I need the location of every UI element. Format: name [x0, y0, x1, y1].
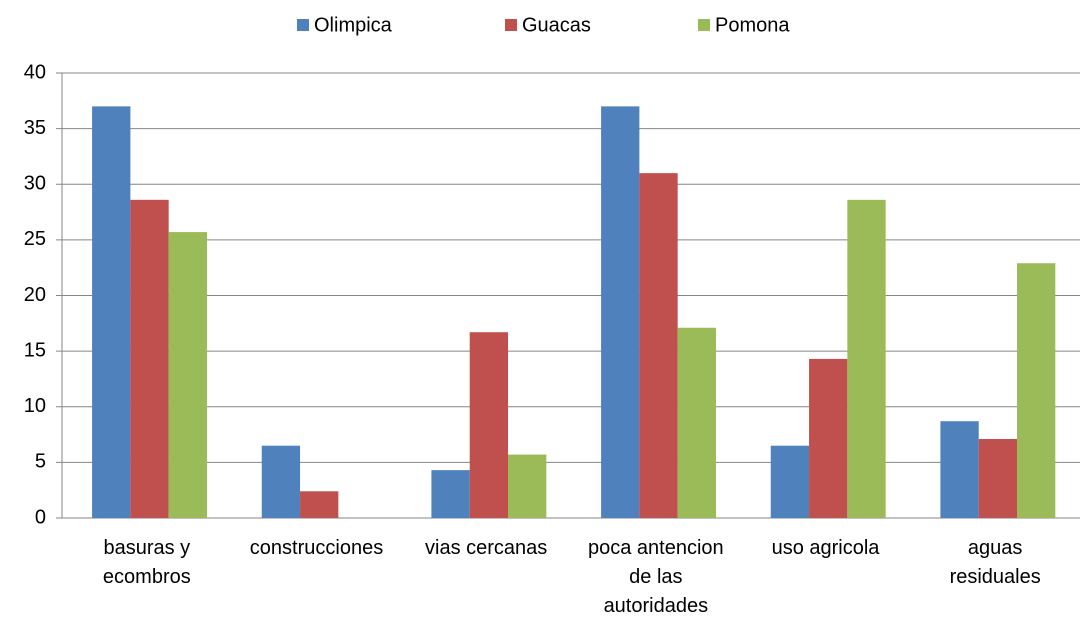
bar	[1017, 263, 1056, 518]
bar	[261, 445, 301, 518]
y-tick-label: 30	[24, 173, 46, 195]
bar	[770, 445, 810, 518]
bar	[601, 106, 640, 518]
bar	[469, 332, 509, 518]
bar	[978, 439, 1018, 518]
bar	[639, 173, 678, 518]
y-tick-label: 20	[24, 284, 46, 306]
legend-label: Guacas	[522, 14, 591, 36]
y-tick-label: 5	[35, 451, 46, 473]
y-tick-label: 35	[24, 117, 46, 139]
bar	[847, 199, 886, 518]
bar	[508, 454, 547, 518]
x-tick-label: aguas residuales	[949, 537, 1041, 588]
bar	[940, 421, 979, 518]
legend-label: Olimpica	[314, 14, 393, 36]
bar	[168, 232, 207, 518]
bar	[300, 491, 339, 518]
y-tick-label: 0	[35, 506, 46, 528]
legend-swatch	[698, 19, 710, 31]
legend-label: Pomona	[715, 14, 790, 36]
bar	[677, 327, 716, 518]
x-tick-label: uso agricola	[771, 537, 880, 559]
x-tick-label: poca antencion de las autoridades	[587, 537, 724, 617]
bar	[92, 106, 131, 518]
bar	[130, 199, 169, 518]
x-tick-label: construcciones	[249, 537, 384, 559]
x-tick-label: basuras y ecombros	[102, 537, 191, 588]
y-tick-label: 10	[24, 395, 46, 417]
y-tick-label: 15	[24, 339, 46, 361]
x-tick-label: vias cercanas	[425, 537, 548, 559]
y-tick-label: 25	[24, 228, 46, 250]
y-tick-label: 40	[24, 61, 46, 83]
legend-swatch	[297, 19, 309, 31]
legend-swatch	[505, 19, 517, 31]
bar	[809, 358, 848, 518]
bar	[431, 470, 470, 518]
